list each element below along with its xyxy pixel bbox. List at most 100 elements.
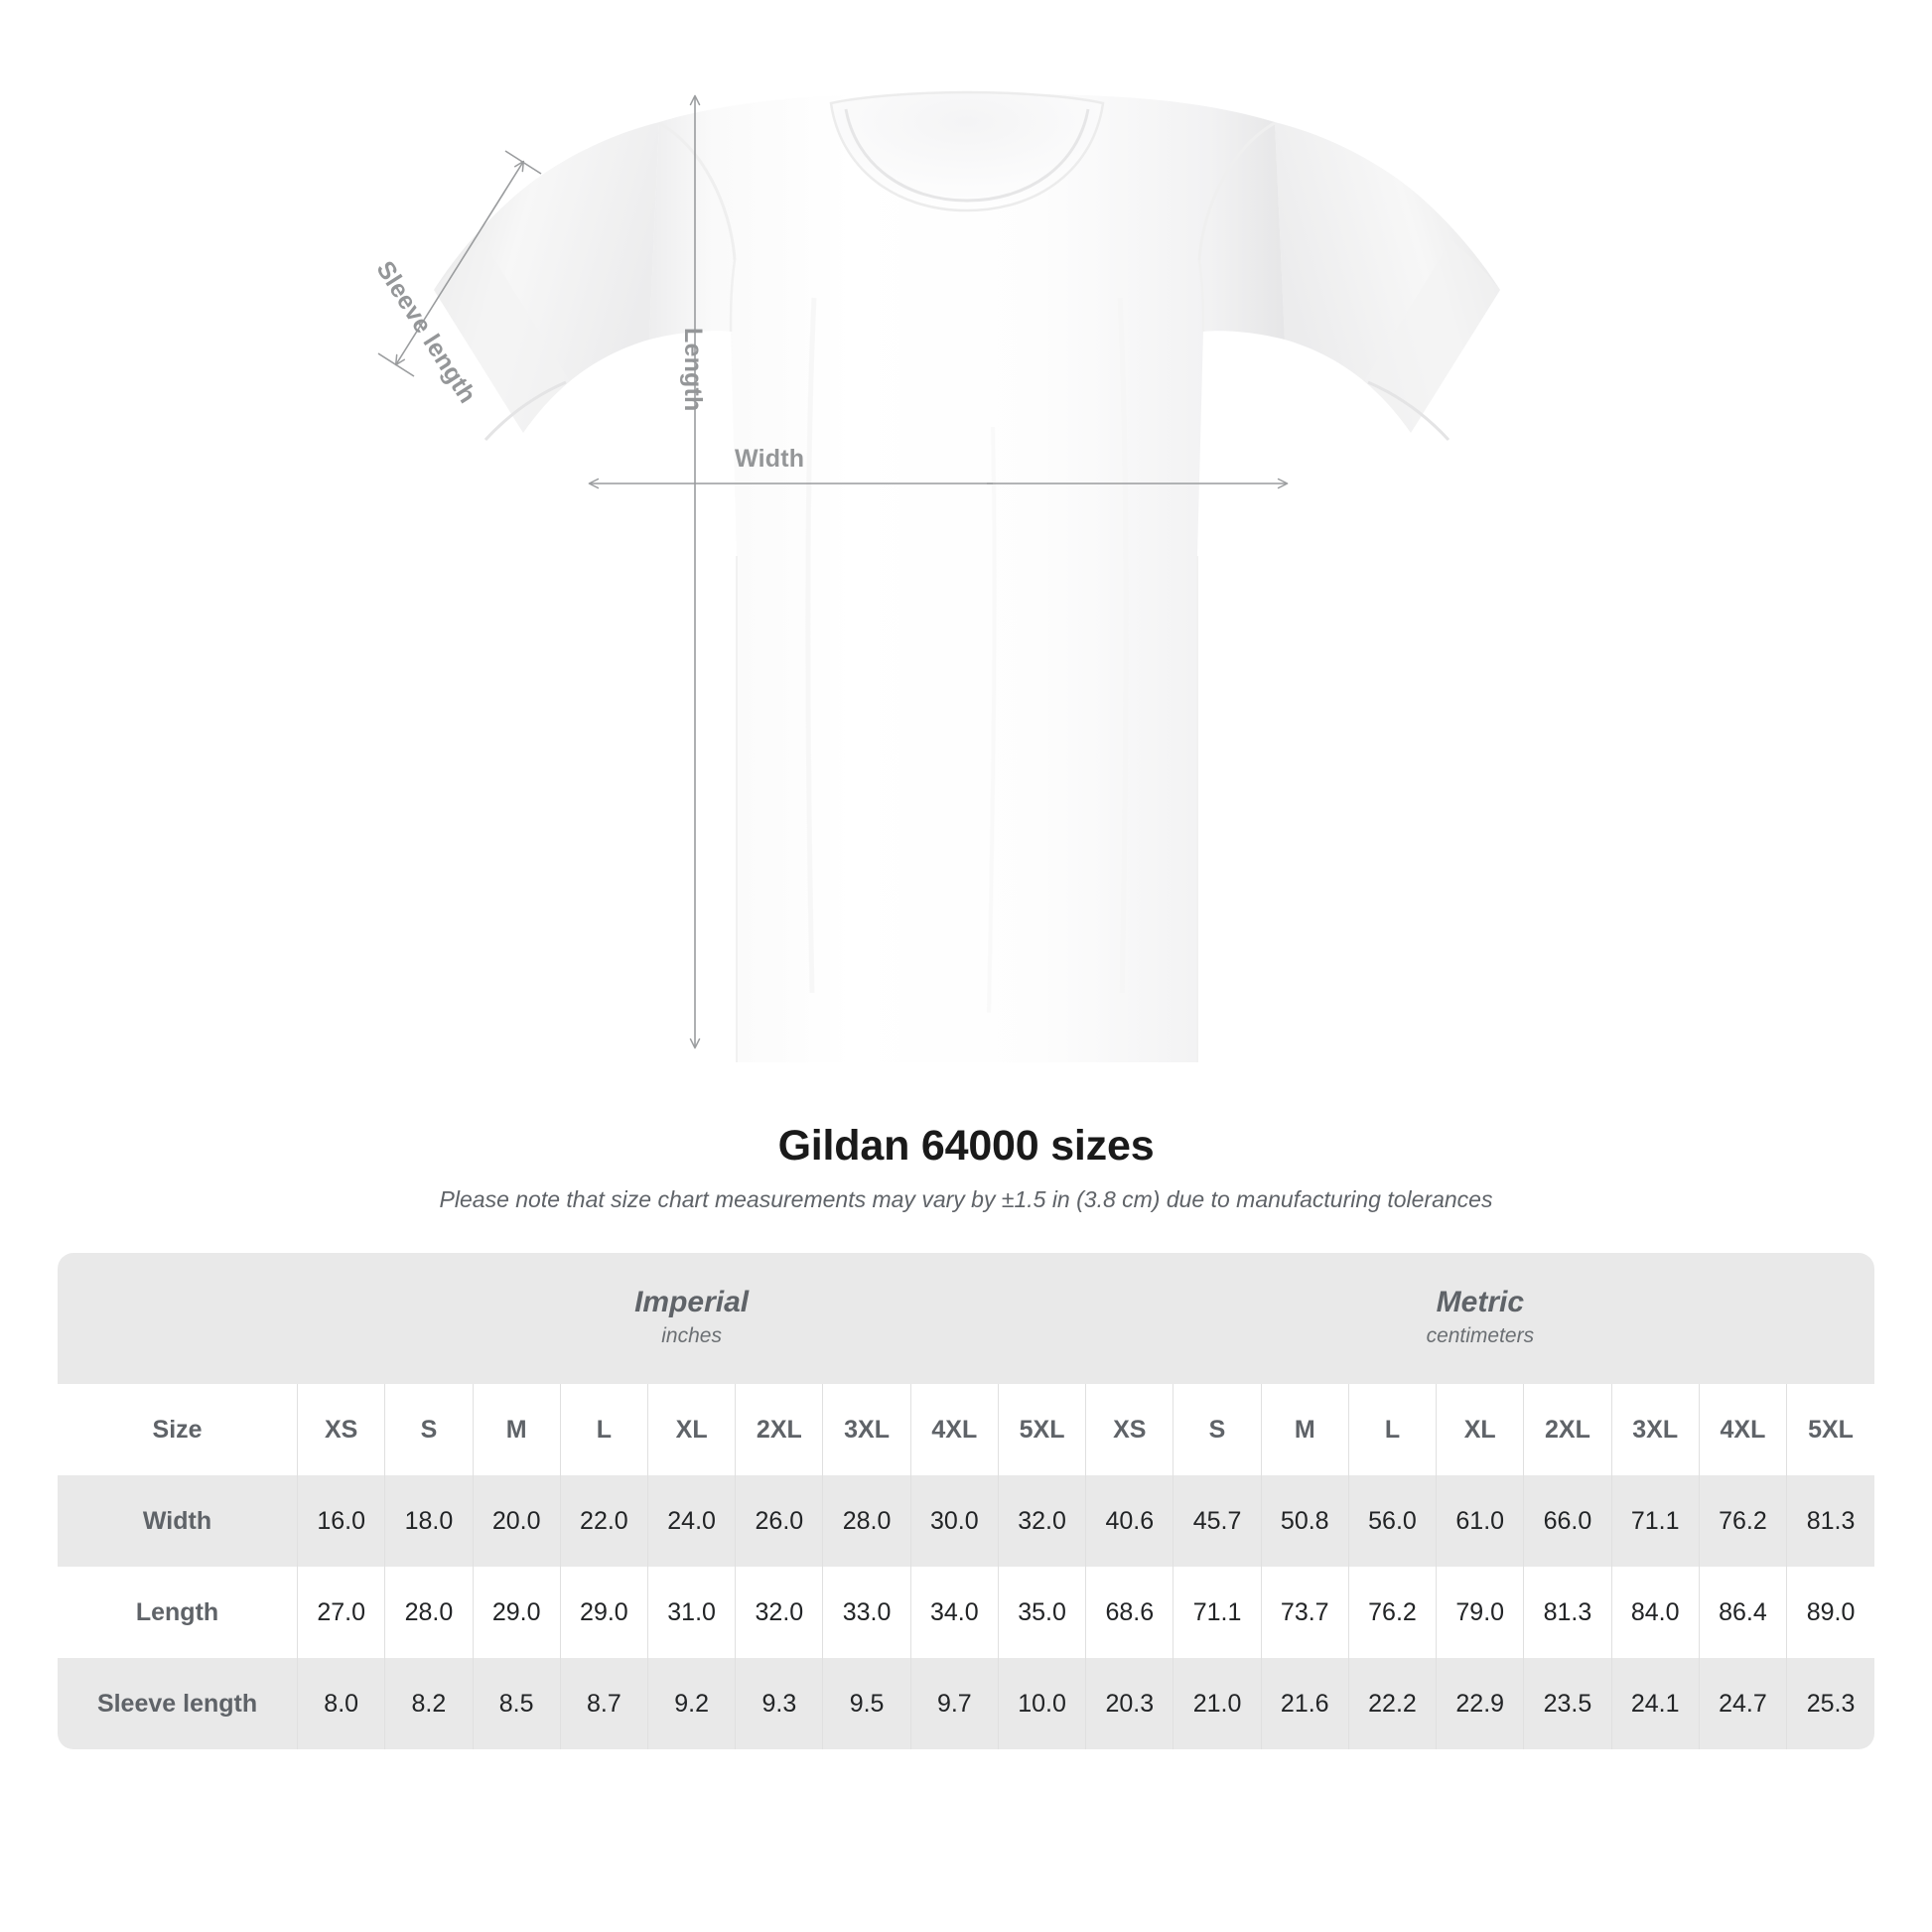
size-col-1: S [384,1384,474,1475]
cell-length-3: 29.0 [559,1567,648,1658]
cell-sleeve-17: 25.3 [1786,1658,1874,1749]
cell-length-1: 28.0 [384,1567,474,1658]
cell-length-15: 84.0 [1610,1567,1700,1658]
size-col-6: 3XL [822,1384,911,1475]
cell-length-13: 79.0 [1436,1567,1524,1658]
cell-length-5: 32.0 [735,1567,823,1658]
cell-width-8: 32.0 [997,1475,1086,1567]
cell-sleeve-6: 9.5 [822,1658,911,1749]
cell-width-17: 81.3 [1786,1475,1874,1567]
width-label: Width [735,445,805,473]
size-col-0: XS [297,1384,385,1475]
unit-band-spacer [58,1253,298,1384]
cell-length-4: 31.0 [646,1567,736,1658]
cell-width-4: 24.0 [646,1475,736,1567]
cell-length-8: 35.0 [997,1567,1086,1658]
cell-sleeve-12: 22.2 [1347,1658,1437,1749]
size-col-3: L [559,1384,648,1475]
table-row: Width 16.0 18.0 20.0 22.0 24.0 26.0 28.0… [58,1475,1874,1567]
cell-sleeve-16: 24.7 [1698,1658,1787,1749]
cell-sleeve-14: 23.5 [1523,1658,1612,1749]
cell-sleeve-2: 8.5 [472,1658,561,1749]
cell-length-14: 81.3 [1523,1567,1612,1658]
cell-width-1: 18.0 [384,1475,474,1567]
size-col-9: XS [1085,1384,1173,1475]
cell-width-9: 40.6 [1085,1475,1173,1567]
cell-width-2: 20.0 [472,1475,561,1567]
cell-width-11: 50.8 [1260,1475,1349,1567]
size-col-16: 4XL [1698,1384,1787,1475]
size-col-17: 5XL [1786,1384,1874,1475]
cell-sleeve-8: 10.0 [997,1658,1086,1749]
size-table: Imperial inches Metric centimeters Size … [58,1253,1874,1749]
row-label-sleeve-length: Sleeve length [58,1658,298,1749]
size-col-11: M [1260,1384,1349,1475]
size-col-7: 4XL [909,1384,999,1475]
cell-width-7: 30.0 [909,1475,999,1567]
cell-length-12: 76.2 [1347,1567,1437,1658]
cell-length-16: 86.4 [1698,1567,1787,1658]
unit-name-metric: Metric [1436,1286,1525,1319]
unit-header-row: Imperial inches Metric centimeters [58,1253,1874,1384]
tshirt-size-diagram: Sleeve length Length Width [370,90,1500,1062]
cell-sleeve-1: 8.2 [384,1658,474,1749]
page-title: Gildan 64000 sizes [777,1122,1155,1170]
cell-width-3: 22.0 [559,1475,648,1567]
cell-length-6: 33.0 [822,1567,911,1658]
cell-length-7: 34.0 [909,1567,999,1658]
cell-length-9: 68.6 [1085,1567,1173,1658]
unit-sub-metric: centimeters [1426,1324,1535,1348]
size-table-container: Imperial inches Metric centimeters Size … [58,1253,1874,1749]
length-label: Length [679,328,707,412]
cell-width-13: 61.0 [1436,1475,1524,1567]
size-col-5: 2XL [735,1384,823,1475]
cell-width-10: 45.7 [1173,1475,1262,1567]
tolerance-note: Please note that size chart measurements… [439,1186,1493,1212]
unit-group-metric: Metric centimeters [1085,1253,1874,1384]
size-col-15: 3XL [1610,1384,1700,1475]
size-col-10: S [1173,1384,1262,1475]
row-label-width: Width [58,1475,298,1567]
measurement-annotations [377,94,1289,1049]
cell-sleeve-3: 8.7 [559,1658,648,1749]
unit-group-imperial: Imperial inches [297,1253,1086,1384]
cell-sleeve-13: 22.9 [1436,1658,1524,1749]
size-col-14: 2XL [1523,1384,1612,1475]
cell-width-0: 16.0 [297,1475,385,1567]
cell-width-15: 71.1 [1610,1475,1700,1567]
cell-length-2: 29.0 [472,1567,561,1658]
cell-sleeve-15: 24.1 [1610,1658,1700,1749]
size-col-2: M [472,1384,561,1475]
cell-sleeve-0: 8.0 [297,1658,385,1749]
cell-sleeve-4: 9.2 [646,1658,736,1749]
size-col-12: L [1347,1384,1437,1475]
cell-length-0: 27.0 [297,1567,385,1658]
row-label-size: Size [58,1384,298,1475]
size-col-4: XL [646,1384,736,1475]
tshirt-illustration [377,90,1500,1062]
cell-length-17: 89.0 [1786,1567,1874,1658]
size-header-row: Size XS S M L XL 2XL 3XL 4XL 5XL XS S M … [58,1384,1874,1475]
size-col-13: XL [1436,1384,1524,1475]
cell-width-16: 76.2 [1698,1475,1787,1567]
cell-width-14: 66.0 [1523,1475,1612,1567]
cell-width-6: 28.0 [822,1475,911,1567]
cell-sleeve-10: 21.0 [1173,1658,1262,1749]
cell-length-10: 71.1 [1173,1567,1262,1658]
sleeve-length-arrow [394,160,525,366]
tshirt-body-shape [434,90,1500,1062]
cell-sleeve-11: 21.6 [1260,1658,1349,1749]
cell-width-5: 26.0 [735,1475,823,1567]
unit-sub-imperial: inches [661,1324,722,1348]
size-col-8: 5XL [997,1384,1086,1475]
table-row: Sleeve length 8.0 8.2 8.5 8.7 9.2 9.3 9.… [58,1658,1874,1749]
cell-length-11: 73.7 [1260,1567,1349,1658]
row-label-length: Length [58,1567,298,1658]
unit-name-imperial: Imperial [634,1286,750,1319]
size-chart-heading: Gildan 64000 sizes Please note that size… [0,1122,1932,1213]
cell-sleeve-7: 9.7 [909,1658,999,1749]
cell-sleeve-5: 9.3 [735,1658,823,1749]
cell-width-12: 56.0 [1347,1475,1437,1567]
table-row: Length 27.0 28.0 29.0 29.0 31.0 32.0 33.… [58,1567,1874,1658]
cell-sleeve-9: 20.3 [1085,1658,1173,1749]
